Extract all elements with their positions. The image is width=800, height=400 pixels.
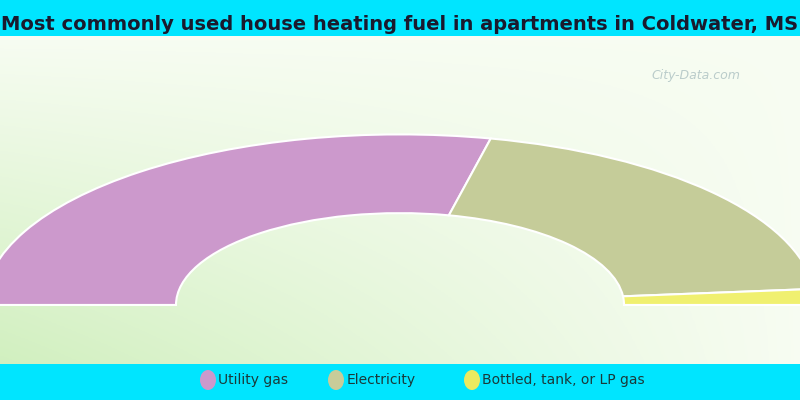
Text: City-Data.com: City-Data.com: [651, 69, 741, 82]
Text: Bottled, tank, or LP gas: Bottled, tank, or LP gas: [482, 373, 645, 387]
Wedge shape: [623, 289, 800, 305]
Wedge shape: [449, 138, 800, 296]
Text: Electricity: Electricity: [346, 373, 415, 387]
Ellipse shape: [200, 370, 216, 390]
Ellipse shape: [328, 370, 344, 390]
Wedge shape: [0, 134, 490, 305]
Ellipse shape: [464, 370, 480, 390]
Text: Most commonly used house heating fuel in apartments in Coldwater, MS: Most commonly used house heating fuel in…: [2, 14, 798, 34]
Text: Utility gas: Utility gas: [218, 373, 288, 387]
